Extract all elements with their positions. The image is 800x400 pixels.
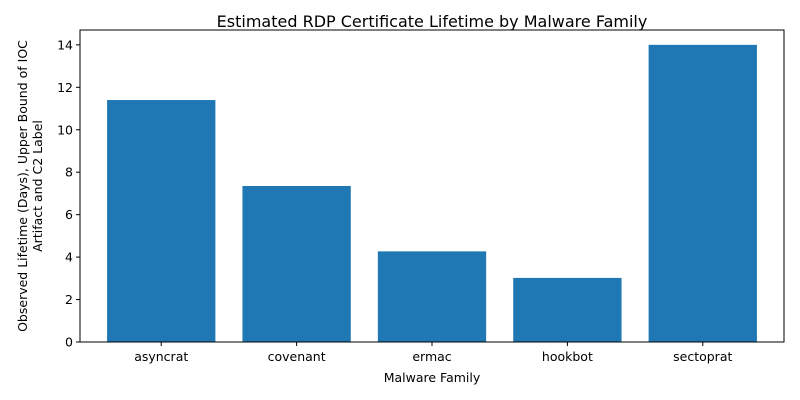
x-tick-label: ermac [412,349,451,364]
y-tick-label: 8 [65,165,73,180]
x-tick-label: asyncrat [134,349,188,364]
bar-sectoprat [648,44,757,342]
x-axis-label: Malware Family [384,370,481,385]
bar-ermac [377,251,487,342]
x-tick-label: hookbot [542,349,593,364]
y-axis-label-line-2: Artifact and C2 Label [30,120,45,252]
y-tick-label: 4 [65,250,73,265]
y-tick-label: 2 [65,292,73,307]
x-tick-label: covenant [268,349,326,364]
y-tick-label: 6 [65,207,73,222]
x-tick-label: sectoprat [673,349,732,364]
y-axis-label-group: Observed Lifetime (Days), Upper Bound of… [15,40,45,332]
x-axis-ticks: asyncrat covenant ermac hookbot sectoprat [134,342,732,364]
bar-hookbot [513,277,622,342]
bars-group [107,44,757,342]
plot-frame [79,29,785,343]
y-axis-label-line-1: Observed Lifetime (Days), Upper Bound of… [15,40,30,332]
bar-asyncrat [107,100,216,342]
chart-title: Estimated RDP Certificate Lifetime by Ma… [217,12,648,31]
y-tick-label: 0 [65,335,73,350]
bar-covenant [242,186,351,342]
y-tick-label: 10 [57,122,73,137]
y-tick-label: 12 [57,80,73,95]
y-tick-label: 14 [57,37,73,52]
y-axis-ticks: 0 2 4 6 8 10 12 14 [57,37,80,350]
